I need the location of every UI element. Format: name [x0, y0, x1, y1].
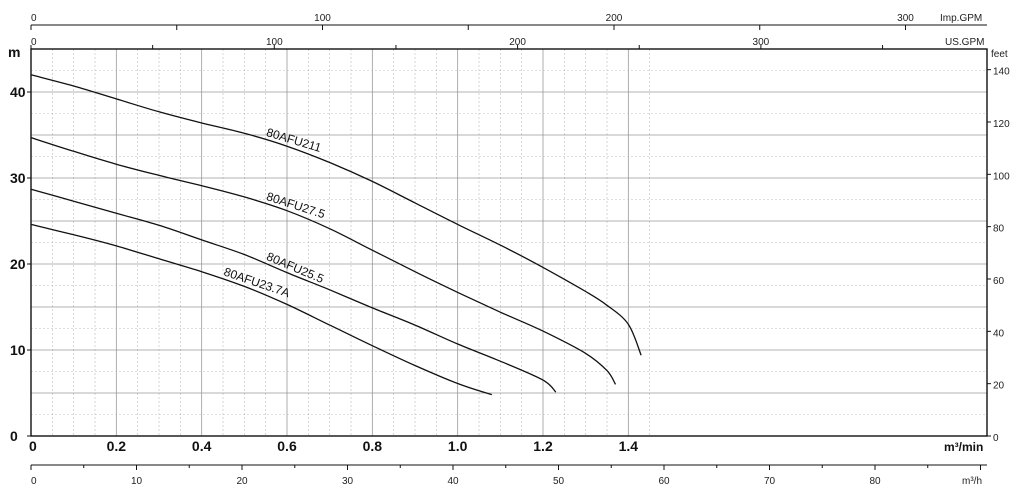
y-right-tick-label: 120	[993, 119, 1010, 130]
x-primary-ticks: 0 0.2 0.4 0.6 0.8 1.0 1.2 1.4	[29, 438, 638, 454]
y-right-tick-label: 20	[993, 381, 1005, 392]
m3h-tick-label: 80	[869, 476, 881, 487]
x-primary-tick-label: 0	[29, 438, 37, 454]
imp-gpm-axis: Imp.GPM 0 100 200 300	[30, 13, 987, 30]
x-primary-tick-label: 1.4	[619, 438, 639, 454]
curves	[30, 74, 642, 396]
y-right-unit: feet	[991, 49, 1008, 60]
imp-gpm-unit: Imp.GPM	[940, 13, 982, 24]
m3h-tick-label: 10	[131, 476, 143, 487]
y-left-tick-label: 20	[10, 256, 26, 272]
y-left-unit: m	[8, 44, 20, 60]
imp-gpm-tick-label: 100	[314, 13, 331, 24]
x-primary-unit: m³/min	[944, 440, 983, 454]
imp-gpm-tick-label: 300	[897, 13, 914, 24]
grid	[31, 49, 987, 436]
us-gpm-unit: US.GPM	[945, 37, 984, 48]
y-right-tick-label: 40	[993, 328, 1005, 339]
curve-label: 80AFU27.5	[265, 189, 327, 221]
imp-gpm-tick-label: 200	[606, 13, 623, 24]
m3h-tick-label: 30	[342, 476, 354, 487]
curve-label: 80AFU211	[265, 125, 323, 155]
y-left-tick-label: 10	[10, 342, 26, 358]
m3h-tick-label: 20	[236, 476, 248, 487]
y-right-ticks: 0 20 40 60 80 100 120 140	[987, 67, 1010, 444]
y-right-tick-label: 140	[993, 67, 1010, 78]
us-gpm-tick-label: 0	[31, 37, 37, 48]
x-primary-tick-label: 1.2	[533, 438, 553, 454]
x-primary-tick-label: 0.6	[277, 438, 297, 454]
curve-80afu211	[30, 74, 642, 356]
y-left-tick-label: 0	[10, 428, 18, 444]
curve-80afu23-7a	[30, 223, 492, 396]
us-gpm-tick-label: 200	[509, 37, 526, 48]
x-primary-tick-label: 0.8	[363, 438, 383, 454]
imp-gpm-tick-label: 0	[31, 13, 37, 24]
us-gpm-tick-label: 100	[266, 37, 283, 48]
m3h-tick-label: 60	[658, 476, 670, 487]
us-gpm-axis: US.GPM 0 100 200 300	[30, 37, 984, 49]
y-left-tick-label: 40	[10, 84, 26, 100]
x-primary-tick-label: 1.0	[448, 438, 468, 454]
plot-frame	[30, 48, 988, 437]
m3h-unit: m³/h	[962, 476, 982, 487]
us-gpm-tick-label: 300	[753, 37, 770, 48]
y-right-tick-label: 100	[993, 171, 1010, 182]
x-primary-tick-label: 0.2	[107, 438, 127, 454]
m3h-tick-label: 0	[31, 476, 37, 487]
m3h-tick-label: 70	[764, 476, 776, 487]
y-left-ticks: 0 10 20 30 40	[10, 84, 31, 444]
curve-80afu25-5	[30, 188, 557, 393]
y-right-tick-label: 80	[993, 224, 1005, 235]
y-right-tick-label: 60	[993, 276, 1005, 287]
m3h-axis: m³/h 0 10 20 30 40 50 60 70 80	[30, 464, 987, 487]
y-left-tick-label: 30	[10, 170, 26, 186]
m3h-tick-label: 50	[553, 476, 565, 487]
m3h-tick-label: 40	[447, 476, 459, 487]
curve-80afu27-5	[30, 136, 617, 385]
x-primary-tick-label: 0.4	[192, 438, 212, 454]
y-right-tick-label: 0	[993, 433, 999, 444]
